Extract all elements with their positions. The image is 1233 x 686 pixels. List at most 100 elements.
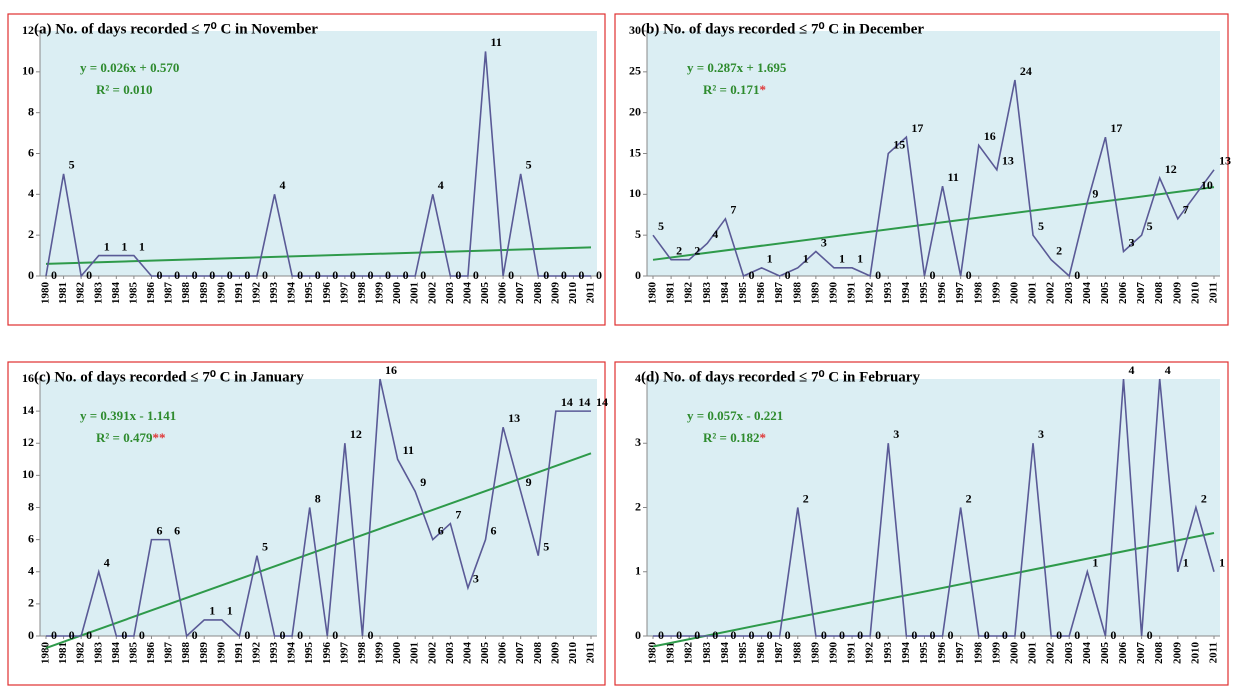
x-tick-label: 1981	[57, 282, 69, 304]
data-label: 0	[367, 268, 373, 282]
y-tick-label: 10	[22, 467, 34, 481]
data-label: 1	[857, 252, 863, 266]
data-label: 7	[455, 507, 461, 521]
y-tick-label: 3	[635, 435, 641, 449]
x-tick-label: 1984	[719, 282, 731, 305]
x-tick-label: 2005	[479, 282, 491, 305]
data-label: 1	[121, 239, 127, 253]
data-label: 0	[694, 628, 700, 642]
panel-border	[7, 361, 606, 686]
x-tick-label: 1986	[145, 642, 157, 665]
x-tick-label: 2011	[585, 642, 597, 663]
x-tick-label: 1983	[701, 642, 713, 665]
x-tick-label: 2010	[1189, 642, 1201, 665]
data-label: 17	[911, 121, 923, 135]
data-label: 0	[1110, 628, 1116, 642]
data-label: 1	[767, 252, 773, 266]
x-tick-label: 1980	[647, 642, 659, 665]
plot-area	[647, 379, 1220, 636]
x-tick-label: 2007	[1135, 282, 1147, 305]
data-label: 0	[473, 268, 479, 282]
data-label: 0	[857, 628, 863, 642]
data-line	[652, 79, 1215, 278]
data-label: 3	[1129, 235, 1135, 249]
x-tick-label: 1988	[180, 642, 192, 665]
data-label: 0	[86, 268, 92, 282]
x-tick-label: 1999	[990, 642, 1002, 665]
x-tick-label: 1999	[374, 282, 386, 305]
y-tick-label: 20	[629, 104, 641, 118]
x-tick-label: 1988	[180, 282, 192, 305]
data-label: 0	[297, 628, 303, 642]
data-label: 0	[948, 628, 954, 642]
x-tick-label: 1985	[127, 282, 139, 305]
data-label: 5	[543, 539, 549, 553]
data-label: 0	[455, 268, 461, 282]
data-label: 3	[1038, 427, 1044, 441]
data-label: 0	[350, 268, 356, 282]
x-tick-label: 1984	[110, 642, 122, 665]
data-label: 0	[966, 268, 972, 282]
data-label: 3	[821, 235, 827, 249]
x-tick-label: 1997	[338, 642, 350, 665]
data-label: 0	[174, 268, 180, 282]
y-tick-label: 6	[28, 531, 34, 545]
x-tick-label: 2005	[1099, 282, 1111, 305]
x-tick-label: 1997	[954, 282, 966, 305]
data-label: 0	[676, 628, 682, 642]
x-tick-label: 2010	[1189, 282, 1201, 305]
data-label: 0	[712, 628, 718, 642]
chart-title: (a) No. of days recorded ≤ 7⁰ C in Novem…	[34, 21, 318, 37]
data-label: 0	[596, 268, 602, 282]
x-tick-label: 1982	[683, 282, 695, 305]
data-label: 1	[104, 239, 110, 253]
data-label: 5	[262, 539, 268, 553]
x-tick-label: 1990	[215, 282, 227, 305]
data-label: 5	[658, 219, 664, 233]
data-label: 0	[929, 628, 935, 642]
x-tick-label: 1981	[57, 642, 69, 664]
x-tick-label: 1987	[773, 282, 785, 305]
data-label: 0	[929, 268, 935, 282]
data-label: 4	[1129, 363, 1135, 377]
y-tick-label: 15	[629, 145, 641, 159]
plot-area	[40, 31, 597, 276]
data-label: 0	[367, 628, 373, 642]
y-tick-label: 2	[28, 596, 34, 610]
data-label: 7	[1183, 203, 1189, 217]
data-label: 0	[139, 628, 145, 642]
x-tick-label: 2009	[549, 642, 561, 665]
data-label: 6	[174, 523, 180, 537]
x-tick-label: 1991	[846, 642, 858, 664]
r-squared: R² = 0.010	[96, 82, 152, 97]
data-label: 9	[1092, 186, 1098, 200]
data-label: 0	[748, 268, 754, 282]
x-tick-label: 2001	[409, 642, 421, 664]
data-label: 0	[767, 628, 773, 642]
x-tick-label: 1993	[882, 282, 894, 305]
x-tick-label: 1980	[40, 282, 52, 305]
data-label: 14	[578, 395, 590, 409]
data-label: 0	[227, 268, 233, 282]
data-label: 17	[1110, 121, 1122, 135]
data-line	[653, 378, 1215, 637]
panel-border	[7, 13, 606, 326]
x-tick-label: 2006	[497, 282, 509, 305]
data-label: 0	[1074, 268, 1080, 282]
data-label: 0	[1147, 628, 1153, 642]
data-label: 0	[748, 628, 754, 642]
data-label: 1	[1219, 556, 1225, 570]
x-tick-label: 2001	[1027, 282, 1039, 304]
data-label: 0	[262, 268, 268, 282]
data-label: 1	[139, 239, 145, 253]
x-tick-label: 1988	[791, 282, 803, 305]
y-tick-label: 10	[22, 64, 34, 78]
data-label: 4	[280, 178, 286, 192]
x-tick-label: 1996	[321, 642, 333, 665]
data-label: 0	[821, 628, 827, 642]
data-label: 14	[561, 395, 573, 409]
x-tick-label: 1987	[163, 642, 175, 665]
x-tick-label: 1980	[647, 282, 659, 305]
chart-title: (d) No. of days recorded ≤ 7⁰ C in Febru…	[641, 369, 920, 385]
chart-title: (b) No. of days recorded ≤ 7⁰ C in Decem…	[641, 21, 924, 37]
